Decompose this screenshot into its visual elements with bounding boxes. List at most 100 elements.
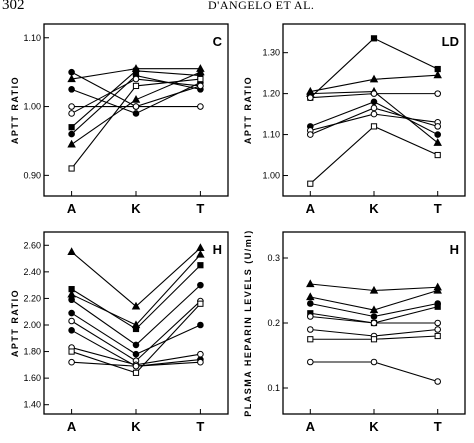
data-point-circle-open — [307, 131, 314, 138]
data-point-circle-filled — [132, 350, 140, 358]
chart-panel-h-aptt: 1.40 1.60 1.80 2.00 2.20 2.40 2.60 A K T APTT RATI… — [10, 231, 229, 434]
y-tick-label: 2.60 — [23, 240, 41, 250]
data-point-triangle-filled — [131, 320, 141, 329]
x-category-label: A — [306, 419, 316, 434]
y-axis-label: APTT RATIO — [10, 76, 20, 144]
data-point-square-open — [132, 369, 140, 376]
data-point-square-open — [370, 336, 378, 343]
data-point-triangle-filled — [433, 70, 442, 79]
data-point-circle-open — [307, 313, 314, 320]
data-point-square-filled — [434, 303, 441, 310]
data-point-square-open — [307, 180, 314, 187]
series-line-4 — [71, 284, 201, 346]
data-point-square-open — [307, 336, 314, 343]
data-point-circle-filled — [307, 300, 314, 307]
data-point-square-open — [434, 332, 441, 340]
data-point-circle-open — [434, 90, 441, 97]
data-point-circle-open — [132, 362, 140, 370]
data-point-circle-open — [370, 104, 378, 112]
x-category-label: A — [67, 201, 77, 216]
data-point-triangle-filled — [67, 74, 76, 83]
data-point-circle-open — [307, 326, 314, 333]
data-point-circle-open — [68, 358, 75, 366]
x-category-label: T — [434, 201, 442, 216]
y-tick-label: 2.40 — [23, 267, 41, 277]
data-point-circle-filled — [370, 98, 378, 106]
data-point-circle-open — [370, 90, 378, 97]
x-category-label: K — [369, 419, 379, 434]
y-axis-label: APTT RATIO — [10, 289, 20, 357]
data-point-circle-open — [197, 358, 204, 366]
data-point-circle-open — [434, 123, 441, 130]
series-line-1 — [71, 247, 201, 308]
data-point-circle-open — [132, 103, 140, 110]
data-point-triangle-filled — [67, 247, 76, 256]
panel-label: LD — [442, 34, 459, 49]
data-point-circle-open — [68, 110, 75, 117]
data-point-circle-filled — [68, 309, 75, 317]
y-tick-label: 1.60 — [23, 373, 41, 383]
y-tick-label: 1.20 — [262, 89, 280, 99]
x-category-label: K — [369, 201, 379, 216]
data-point-square-filled — [68, 124, 75, 131]
data-point-circle-open — [434, 378, 441, 385]
y-tick-label: 1.00 — [262, 171, 280, 181]
chart-panel-ld: 1.00 1.10 1.20 1.30 A K T APTT RATIO LD — [243, 23, 466, 216]
data-point-triangle-filled — [306, 292, 315, 301]
y-tick-label: 0.3 — [267, 253, 280, 263]
data-point-circle-filled — [132, 341, 140, 349]
data-point-circle-filled — [197, 321, 204, 329]
data-point-circle-open — [197, 350, 204, 358]
data-point-circle-filled — [68, 86, 75, 93]
x-category-label: T — [196, 201, 204, 216]
data-point-triangle-filled — [369, 305, 379, 314]
data-point-circle-open — [132, 75, 140, 83]
data-point-circle-open — [197, 82, 204, 90]
y-tick-label: 1.00 — [23, 102, 41, 112]
page-header: 302 D'ANGELO ET AL. — [0, 0, 474, 16]
x-category-label: A — [306, 201, 316, 216]
data-point-circle-open — [197, 103, 204, 110]
chart-panel-c: 0.90 1.00 1.10 A K T APTT RATIO C — [10, 23, 229, 216]
y-tick-label: 0.1 — [267, 383, 280, 393]
data-point-circle-open — [370, 358, 378, 366]
x-category-label: K — [131, 201, 141, 216]
data-point-circle-filled — [197, 281, 204, 289]
x-category-label: K — [131, 419, 141, 434]
y-tick-label: 1.80 — [23, 347, 41, 357]
page-number: 302 — [2, 0, 25, 13]
data-point-circle-open — [434, 326, 441, 333]
panel-label: H — [450, 242, 459, 257]
data-point-circle-open — [68, 103, 75, 110]
data-point-triangle-filled — [196, 249, 205, 258]
data-point-square-open — [132, 82, 140, 90]
data-point-circle-filled — [68, 68, 75, 76]
data-point-triangle-filled — [433, 138, 442, 146]
data-point-circle-filled — [68, 296, 75, 304]
data-point-triangle-filled — [131, 95, 141, 103]
panel-label: C — [213, 34, 223, 49]
data-point-circle-open — [307, 358, 314, 366]
y-tick-label: 2.00 — [23, 320, 41, 330]
y-tick-label: 1.30 — [262, 48, 280, 58]
x-category-label: T — [196, 419, 204, 434]
data-point-square-filled — [370, 35, 378, 42]
data-point-circle-filled — [434, 131, 441, 138]
x-category-label: T — [434, 419, 442, 434]
data-point-triangle-filled — [433, 285, 442, 294]
y-tick-label: 0.2 — [267, 318, 280, 328]
data-point-square-open — [197, 75, 204, 83]
data-point-square-open — [68, 165, 75, 172]
series-line-8 — [309, 125, 438, 185]
y-axis-label: APTT RATIO — [243, 76, 253, 144]
data-point-triangle-filled — [67, 139, 76, 148]
data-point-triangle-filled — [369, 285, 379, 294]
data-point-circle-filled — [370, 313, 378, 320]
y-tick-label: 1.10 — [262, 130, 280, 140]
data-point-triangle-filled — [196, 67, 205, 76]
data-point-square-open — [434, 151, 441, 159]
data-point-circle-open — [307, 94, 314, 102]
y-tick-label: 1.40 — [23, 400, 41, 410]
x-category-label: A — [67, 419, 77, 434]
y-tick-label: 0.90 — [23, 170, 41, 180]
